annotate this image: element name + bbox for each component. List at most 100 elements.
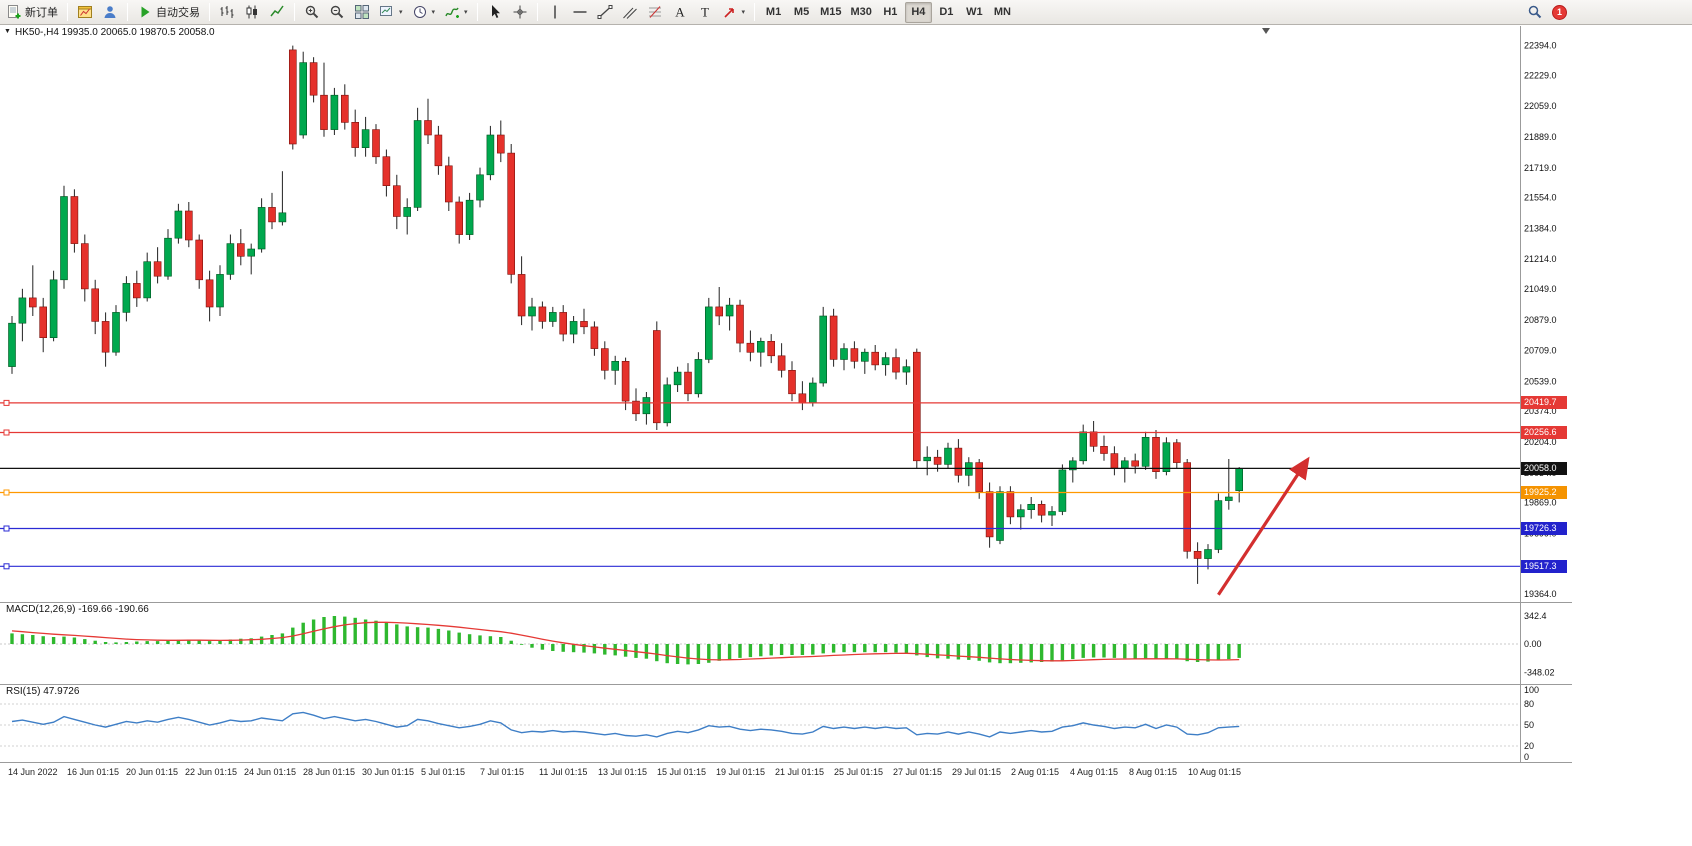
- time-axis-label[interactable]: 7 Jul 01:15: [480, 767, 524, 777]
- time-axis-label[interactable]: 19 Jul 01:15: [716, 767, 765, 777]
- timeframe-button-m30[interactable]: M30: [846, 2, 875, 23]
- candle-down: [195, 239, 203, 281]
- text-button[interactable]: A: [668, 2, 692, 23]
- line-handle[interactable]: [3, 399, 10, 406]
- candle-up: [860, 351, 869, 362]
- candle-down: [237, 243, 245, 257]
- trendline-button[interactable]: [593, 2, 617, 23]
- time-axis-label[interactable]: 10 Aug 01:15: [1188, 767, 1241, 777]
- candle-up: [257, 207, 266, 250]
- time-axis-label[interactable]: 29 Jul 01:15: [952, 767, 1001, 777]
- arrows-button[interactable]: ▾: [718, 2, 750, 23]
- zoom-out-button[interactable]: [325, 2, 349, 23]
- time-axis-label[interactable]: 27 Jul 01:15: [893, 767, 942, 777]
- horizontal-line-icon: [573, 11, 587, 13]
- text-label-button[interactable]: T: [693, 2, 717, 23]
- candle-down: [850, 348, 859, 362]
- candle-up: [611, 360, 620, 371]
- price-axis-tick: 21384.0: [1524, 223, 1557, 233]
- candle-down: [746, 342, 755, 353]
- timeframe-button-mn[interactable]: MN: [989, 2, 1016, 23]
- trendline-icon: [597, 5, 613, 19]
- time-axis-label[interactable]: 11 Jul 01:15: [539, 767, 587, 777]
- timeframe-button-w1[interactable]: W1: [961, 2, 988, 23]
- timeframe-group: M1 M5 M15 M30 H1 H4 D1 W1 MN: [760, 1, 1016, 23]
- time-axis-label[interactable]: 25 Jul 01:15: [834, 767, 883, 777]
- time-axis-label[interactable]: 21 Jul 01:15: [775, 767, 824, 777]
- new-chart-button[interactable]: [73, 2, 97, 23]
- zoom-in-button[interactable]: [300, 2, 324, 23]
- channel-button[interactable]: [618, 2, 642, 23]
- chart-shift-marker[interactable]: [1262, 28, 1270, 34]
- zoom-in-icon: [305, 5, 319, 19]
- time-axis-label[interactable]: 15 Jul 01:15: [657, 767, 706, 777]
- templates-button[interactable]: ▾: [375, 2, 407, 23]
- one-click-trading-toggle[interactable]: ▼: [4, 28, 11, 35]
- indicators-button[interactable]: ▾: [440, 2, 472, 23]
- candle-up: [1204, 549, 1212, 559]
- price-tag[interactable]: 20058.0: [1521, 461, 1567, 475]
- time-axis-label[interactable]: 16 Jun 01:15: [67, 767, 119, 777]
- price-tag[interactable]: 19517.3: [1521, 559, 1567, 573]
- notifications-button[interactable]: 1: [1548, 2, 1571, 23]
- search-button[interactable]: [1523, 2, 1547, 23]
- candle-up: [122, 283, 131, 313]
- horizontal-line-button[interactable]: [568, 2, 592, 23]
- profiles-button[interactable]: [98, 2, 122, 23]
- candle-down: [621, 360, 630, 402]
- candle-up: [528, 306, 536, 317]
- cursor-button[interactable]: [483, 2, 507, 23]
- time-axis-label[interactable]: 13 Jul 01:15: [598, 767, 647, 777]
- candle-down: [715, 306, 724, 317]
- timeframe-button-d1[interactable]: D1: [933, 2, 960, 23]
- time-axis-label[interactable]: 20 Jun 01:15: [126, 767, 178, 777]
- candle-up: [902, 366, 911, 373]
- candle-down: [580, 321, 588, 328]
- bar-chart-button[interactable]: [215, 2, 239, 23]
- candle-down: [28, 297, 37, 308]
- auto-trading-button[interactable]: 自动交易: [133, 2, 204, 23]
- time-axis-label[interactable]: 24 Jun 01:15: [244, 767, 296, 777]
- time-axis-label[interactable]: 28 Jun 01:15: [303, 767, 355, 777]
- timeframe-button-h4[interactable]: H4: [904, 1, 932, 23]
- line-handle[interactable]: [3, 429, 10, 436]
- candlestick-chart-button[interactable]: [240, 2, 264, 23]
- time-axis-label[interactable]: 14 Jun 2022: [8, 767, 58, 777]
- candle-up: [8, 322, 16, 367]
- candle-up: [1235, 468, 1243, 491]
- time-axis-label[interactable]: 5 Jul 01:15: [421, 767, 465, 777]
- macd-axis-tick: 0.00: [1524, 639, 1542, 649]
- line-handle[interactable]: [3, 563, 10, 570]
- timeframe-button-m5[interactable]: M5: [788, 2, 815, 23]
- periods-button[interactable]: ▾: [408, 2, 440, 23]
- candle-down: [933, 456, 942, 465]
- crosshair-button[interactable]: [508, 2, 532, 23]
- time-axis-label[interactable]: 22 Jun 01:15: [185, 767, 237, 777]
- line-handle[interactable]: [3, 525, 10, 532]
- price-tag[interactable]: 19925.2: [1521, 485, 1567, 499]
- timeframe-button-m15[interactable]: M15: [816, 2, 845, 23]
- zoom-out-icon: [330, 5, 344, 19]
- tile-windows-button[interactable]: [350, 2, 374, 23]
- line-chart-button[interactable]: [265, 2, 289, 23]
- timeframe-button-h1[interactable]: H1: [877, 2, 904, 23]
- fibonacci-button[interactable]: [643, 2, 667, 23]
- timeframe-button-m1[interactable]: M1: [760, 2, 787, 23]
- new-order-button[interactable]: 新订单: [2, 2, 62, 23]
- price-axis-tick: 19364.0: [1524, 589, 1557, 599]
- time-axis-label[interactable]: 2 Aug 01:15: [1011, 767, 1059, 777]
- time-axis-label[interactable]: 8 Aug 01:15: [1129, 767, 1177, 777]
- trend-arrow[interactable]: [1217, 456, 1310, 596]
- vertical-line-button[interactable]: [543, 2, 567, 23]
- price-tag[interactable]: 20419.7: [1521, 396, 1567, 410]
- time-axis-label[interactable]: 30 Jun 01:15: [362, 767, 414, 777]
- price-tag[interactable]: 19726.3: [1521, 521, 1567, 535]
- time-axis-label[interactable]: 4 Aug 01:15: [1070, 767, 1118, 777]
- macd-histogram: [10, 616, 1241, 665]
- candle-down: [590, 326, 599, 349]
- line-chart-icon: [270, 5, 284, 17]
- candlestick-series: [8, 45, 1243, 584]
- line-handle[interactable]: [3, 489, 10, 496]
- price-tag[interactable]: 20256.6: [1521, 425, 1567, 439]
